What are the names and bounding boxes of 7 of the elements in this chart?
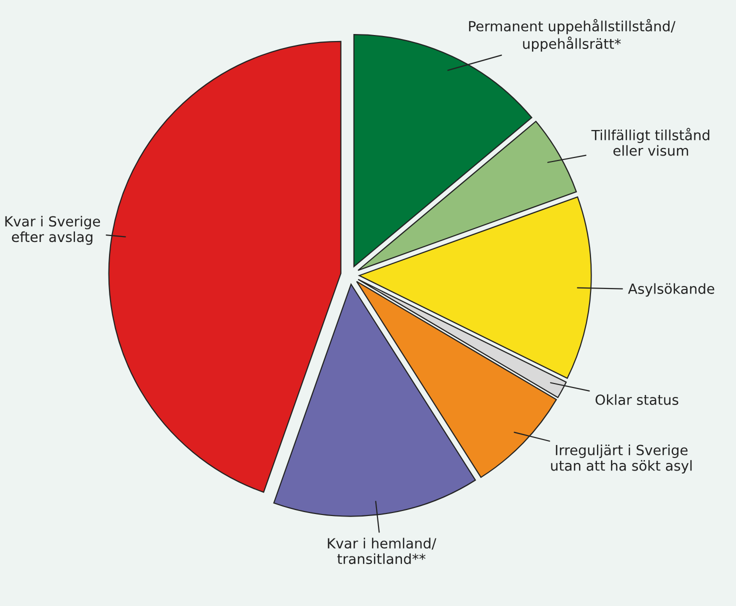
slice-label: Asylsökande [628, 283, 714, 297]
slice-label: Kvar i Sverige efter avslag [5, 216, 100, 245]
slice-label: Kvar i hemland/ transitland** [328, 538, 436, 564]
slice-label: Tillfälligt tillstånd eller visum [591, 128, 710, 156]
slice-label: Permanent uppehållstillstånd/ uppehållsrätt* [469, 19, 676, 52]
slice-label: Oklar status [596, 394, 678, 405]
slice-label: Irreguljärt i Sverige utan att ha sökt asyl [551, 444, 692, 474]
